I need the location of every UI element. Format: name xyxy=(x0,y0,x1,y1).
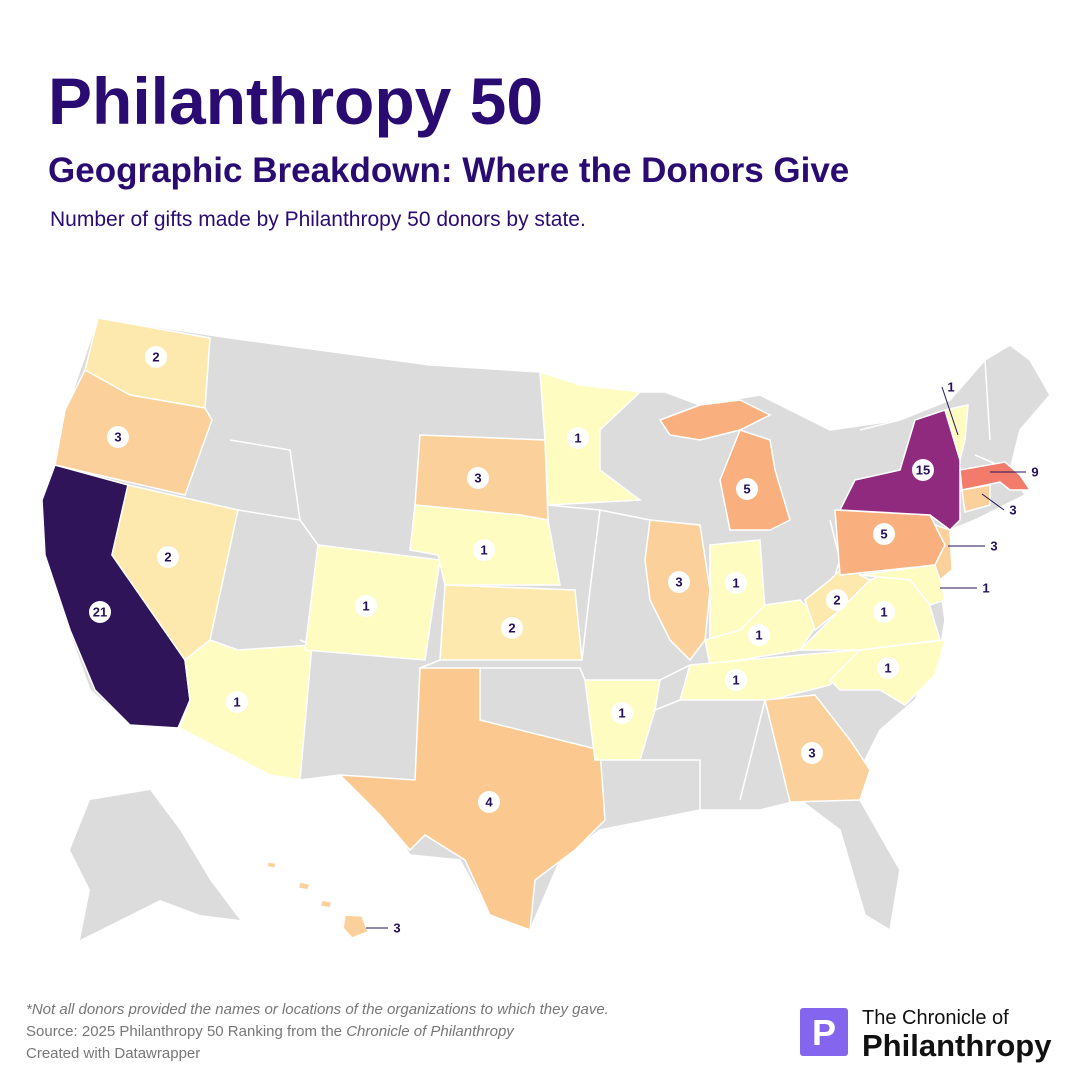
value-label: 1 xyxy=(732,673,739,688)
label-bubble xyxy=(145,346,167,368)
label-bubble xyxy=(473,539,495,561)
value-label: 4 xyxy=(485,795,493,810)
value-label: 5 xyxy=(743,482,750,497)
value-label: 1 xyxy=(755,628,762,643)
source-publication: Chronicle of Philanthropy xyxy=(346,1023,515,1040)
description: Number of gifts made by Philanthropy 50 … xyxy=(50,208,586,231)
state xyxy=(539,370,643,506)
credit: Created with Datawrapper xyxy=(26,1045,200,1062)
value-label: 21 xyxy=(93,605,107,620)
source: Source: 2025 Philanthropy 50 Ranking fro… xyxy=(26,1023,515,1040)
label-bubble xyxy=(725,669,747,691)
state xyxy=(859,564,946,606)
state xyxy=(179,639,313,781)
state xyxy=(679,649,862,701)
state xyxy=(658,399,791,531)
state xyxy=(944,404,969,463)
state xyxy=(961,484,991,513)
value-label: 1 xyxy=(732,576,739,591)
value-label: 1 xyxy=(362,599,369,614)
label-bubble xyxy=(668,571,690,593)
label-bubble xyxy=(226,691,248,713)
value-label: 3 xyxy=(393,921,400,936)
value-label: 1 xyxy=(884,661,891,676)
label-bubble xyxy=(873,523,895,545)
value-label: 15 xyxy=(916,463,930,478)
label-bubble xyxy=(725,572,747,594)
label-bubble xyxy=(478,791,500,813)
footnote: *Not all donors provided the names or lo… xyxy=(26,1001,609,1018)
subtitle: Geographic Breakdown: Where the Donors G… xyxy=(48,151,849,190)
value-label: 3 xyxy=(1009,503,1016,518)
label-bubble xyxy=(801,742,823,764)
value-label: 1 xyxy=(947,380,954,395)
value-label: 5 xyxy=(880,527,887,542)
value-label: 2 xyxy=(152,350,159,365)
label-bubble xyxy=(567,427,589,449)
label-bubble xyxy=(826,589,848,611)
value-label: 2 xyxy=(508,621,515,636)
value-label: 1 xyxy=(233,695,240,710)
leader-line xyxy=(981,493,1005,511)
value-label: 3 xyxy=(114,430,121,445)
label-bubble xyxy=(912,459,934,481)
value-label: 2 xyxy=(164,550,171,565)
label-bubble xyxy=(501,617,523,639)
value-label: 1 xyxy=(618,706,625,721)
value-label: 3 xyxy=(990,539,997,554)
logo-square xyxy=(800,1008,848,1056)
state xyxy=(338,667,606,932)
label-bubble xyxy=(748,624,770,646)
label-bubble xyxy=(877,657,899,679)
logo-line1: The Chronicle of xyxy=(862,1007,1009,1029)
leader-line xyxy=(941,386,959,436)
value-label: 9 xyxy=(1031,465,1038,480)
label-bubble xyxy=(467,467,489,489)
label-bubble xyxy=(157,546,179,568)
logo-mark: P xyxy=(812,1012,836,1053)
value-label: 1 xyxy=(880,605,887,620)
no-data-state xyxy=(70,790,240,940)
state xyxy=(266,861,369,939)
logo-line2: Philanthropy xyxy=(862,1028,1052,1063)
label-bubble xyxy=(611,702,633,724)
label-bubble xyxy=(107,426,129,448)
value-label: 1 xyxy=(574,431,581,446)
label-bubble xyxy=(355,595,377,617)
label-bubble xyxy=(736,478,758,500)
value-label: 2 xyxy=(833,593,840,608)
value-label: 1 xyxy=(982,581,989,596)
label-bubble xyxy=(89,601,111,623)
map xyxy=(39,317,1051,940)
value-label: 1 xyxy=(480,543,487,558)
logo: P The Chronicle of Philanthropy xyxy=(800,1007,1052,1063)
label-bubble xyxy=(873,601,895,623)
state xyxy=(838,409,961,531)
source-text: Source: 2025 Philanthropy 50 Ranking fro… xyxy=(26,1023,342,1040)
value-label: 3 xyxy=(675,575,682,590)
value-label: 3 xyxy=(474,471,481,486)
title: Philanthropy 50 xyxy=(48,64,543,138)
value-label: 3 xyxy=(808,746,815,761)
state xyxy=(54,368,213,496)
